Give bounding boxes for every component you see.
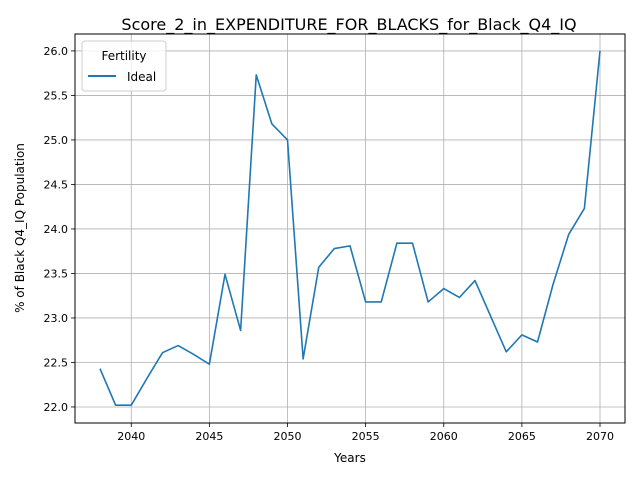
x-axis-label: Years [333,451,366,465]
y-tick-label: 25.0 [44,134,69,147]
grid-lines [75,34,625,423]
legend-box [81,40,167,92]
y-tick-label: 25.5 [44,89,69,102]
y-tick-label: 23.0 [44,312,69,325]
x-tick-label: 2045 [195,430,223,443]
x-tick-label: 2040 [117,430,145,443]
y-tick-label: 24.0 [44,223,69,236]
y-tick-label: 23.5 [44,267,69,280]
y-tick-label: 22.5 [44,356,69,369]
y-axis: 22.0 22.5 23.0 23.5 24.0 24.5 25.0 25.5 26.0 [44,45,75,414]
x-tick-label: 2070 [586,430,614,443]
x-axis: 2040 2045 2050 2055 2060 2065 2070 [117,423,614,443]
y-axis-label: % of Black Q4_IQ Population [13,143,27,313]
legend-label-ideal: Ideal [127,70,156,84]
x-tick-label: 2060 [430,430,458,443]
plot-area-frame [74,33,626,424]
x-tick-label: 2055 [352,430,380,443]
series-layer [99,50,601,407]
series-line-ideal [99,50,601,407]
x-tick-label: 2050 [274,430,302,443]
chart-title: Score_2_in_EXPENDITURE_FOR_BLACKS_for_Bl… [121,15,576,35]
y-tick-label: 22.0 [44,401,69,414]
y-tick-label: 24.5 [44,178,69,191]
legend-title: Fertility [101,49,146,63]
x-tick-label: 2065 [508,430,536,443]
legend: Fertility Ideal [81,40,167,92]
y-tick-label: 26.0 [44,45,69,58]
